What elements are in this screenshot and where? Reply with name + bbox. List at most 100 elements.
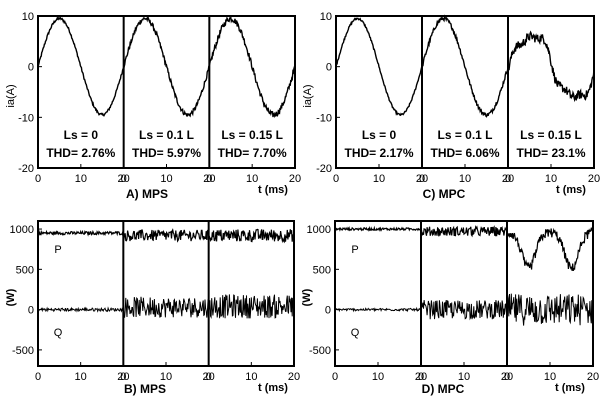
panel-a-xtick-label: 20 xyxy=(203,173,215,185)
panel-c-xtick-label: 0 xyxy=(419,173,425,185)
panel-c-current-trace xyxy=(507,30,595,103)
panel-c-thd-label: THD= 2.17% xyxy=(344,146,413,160)
panel-b-ylabel: (W) xyxy=(5,288,17,306)
panel-d-series-label-p: P xyxy=(351,244,358,256)
panel-c-ls-label: Ls = 0.15 L xyxy=(520,128,582,142)
panel-c-current-trace xyxy=(335,17,423,117)
panel-b-p-trace xyxy=(122,228,210,243)
panel-d-ytick-label: 0 xyxy=(325,305,331,317)
panel-a-ls-label: Ls = 0.15 L xyxy=(221,128,283,142)
panel-a-ylabel: ia(A) xyxy=(5,84,17,107)
panel-a-xtick-label: 10 xyxy=(160,173,172,185)
panel-c-xtick-label: 20 xyxy=(588,173,600,185)
panel-b-ytick-label: 0 xyxy=(28,305,34,317)
panel-b-xtick-label: 20 xyxy=(117,371,129,383)
panel-b-q-trace xyxy=(208,294,295,319)
panel-c-xtick-label: 10 xyxy=(545,173,557,185)
panel-c-ytick-label: -20 xyxy=(316,163,332,175)
panel-a-thd-label: THD= 7.70% xyxy=(218,146,287,160)
panel-d-p-trace xyxy=(420,224,508,238)
panel-d-q-trace xyxy=(334,306,422,313)
panel-c-ls-label: Ls = 0 xyxy=(362,128,397,142)
panel-c-ls-label: Ls = 0.1 L xyxy=(437,128,492,142)
panel-d-ylabel: (W) xyxy=(301,288,313,306)
panel-c-ytick-label: 0 xyxy=(326,62,332,74)
panel-a-ytick-label: -10 xyxy=(18,112,34,124)
panel-b-q-trace xyxy=(122,296,210,318)
panel-d-xlabel: t (ms) xyxy=(555,382,585,394)
panel-b-p-trace xyxy=(37,229,124,237)
panel-c-xtick-label: 20 xyxy=(502,173,514,185)
panel-c-xtick-label: 20 xyxy=(416,173,428,185)
panel-c-xtick-label: 10 xyxy=(373,173,385,185)
panel-a-xlabel: t (ms) xyxy=(258,184,288,196)
panel-b-caption: B) MPS xyxy=(124,382,166,396)
panel-c-caption: C) MPC xyxy=(423,187,466,201)
panel-c-xlabel: t (ms) xyxy=(556,184,586,196)
panel-a-xtick-label: 0 xyxy=(121,173,127,185)
panel-c-ytick-label: -10 xyxy=(316,112,332,124)
panel-d-series-label-q: Q xyxy=(351,327,360,339)
panel-b-ytick-label: 1000 xyxy=(10,224,34,236)
panel-d-xtick-label: 20 xyxy=(587,371,599,383)
panel-d-xtick-label: 20 xyxy=(415,371,427,383)
panel-a-ls-label: Ls = 0 xyxy=(64,128,99,142)
panel-b-xtick-label: 20 xyxy=(203,371,215,383)
panel-d-xtick-label: 0 xyxy=(504,371,510,383)
panel-a-xtick-label: 20 xyxy=(289,173,301,185)
panel-d-xtick-label: 10 xyxy=(544,371,556,383)
panel-c-xtick-label: 10 xyxy=(459,173,471,185)
panel-a-ytick-label: -20 xyxy=(18,163,34,175)
panel-d-frame xyxy=(334,220,594,367)
panel-b-ytick-label: -500 xyxy=(12,345,34,357)
panel-b-ytick-label: 500 xyxy=(16,264,34,276)
panel-b-xtick-label: 10 xyxy=(160,371,172,383)
panel-a-ls-label: Ls = 0.1 L xyxy=(139,128,194,142)
panel-a-thd-label: THD= 2.76% xyxy=(46,146,115,160)
panel-d-xtick-label: 0 xyxy=(332,371,338,383)
panel-b-xtick-label: 0 xyxy=(120,371,126,383)
panel-b-q-trace xyxy=(37,306,124,313)
panel-a-xtick-label: 10 xyxy=(75,173,87,185)
panel-b-xlabel: t (ms) xyxy=(258,382,288,394)
panel-d-xtick-label: 10 xyxy=(372,371,384,383)
panel-d-xtick-label: 0 xyxy=(418,371,424,383)
panel-d-p-trace xyxy=(506,226,594,271)
panel-d-ytick-label: -500 xyxy=(309,345,331,357)
panel-c-ylabel: ia(A) xyxy=(302,84,314,107)
panel-b-xtick-label: 10 xyxy=(245,371,257,383)
panel-c-xtick-label: 0 xyxy=(333,173,339,185)
panel-a-xtick-label: 10 xyxy=(246,173,258,185)
panel-a-ytick-label: 10 xyxy=(22,11,34,23)
panel-d-xtick-label: 10 xyxy=(458,371,470,383)
panel-d-q-trace xyxy=(506,293,594,326)
panel-c-xtick-label: 0 xyxy=(505,173,511,185)
panel-a-thd-label: THD= 5.97% xyxy=(132,146,201,160)
panel-b-series-label-p: P xyxy=(54,244,61,256)
panel-a-xtick-label: 0 xyxy=(35,173,41,185)
panel-b-frame xyxy=(37,220,295,367)
panel-a-caption: A) MPS xyxy=(126,187,168,201)
panel-d-ytick-label: 500 xyxy=(313,264,331,276)
panel-c-thd-label: THD= 23.1% xyxy=(516,146,585,160)
panel-d-caption: D) MPC xyxy=(422,382,465,396)
panel-a-current-trace xyxy=(208,16,296,119)
panel-b-xtick-label: 0 xyxy=(35,371,41,383)
panel-d-ytick-label: 1000 xyxy=(307,224,331,236)
panel-c-ytick-label: 10 xyxy=(320,11,332,23)
panel-a-current-trace xyxy=(37,16,125,117)
panel-c-current-trace xyxy=(421,14,509,118)
panel-a-current-trace xyxy=(123,16,210,118)
panel-d-xtick-label: 20 xyxy=(501,371,513,383)
panel-d-p-trace xyxy=(334,225,422,232)
panel-a-xtick-label: 20 xyxy=(118,173,130,185)
panel-b-p-trace xyxy=(208,228,295,244)
panel-b-xtick-label: 20 xyxy=(288,371,300,383)
panel-b-xtick-label: 0 xyxy=(206,371,212,383)
panel-b-series-label-q: Q xyxy=(54,327,63,339)
panel-c-thd-label: THD= 6.06% xyxy=(430,146,499,160)
panel-a-ytick-label: 0 xyxy=(28,62,34,74)
panel-d-q-trace xyxy=(420,299,508,321)
panel-b-xtick-label: 10 xyxy=(75,371,87,383)
